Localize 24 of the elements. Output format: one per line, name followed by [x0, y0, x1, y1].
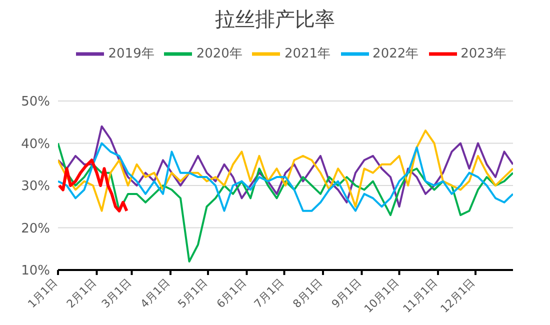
y-tick-label: 30% — [21, 179, 50, 194]
x-tick-label: 9月1日 — [329, 276, 364, 311]
y-tick-label: 50% — [21, 94, 50, 110]
legend-label: 2022年 — [372, 46, 419, 62]
y-tick-label: 40% — [21, 136, 50, 152]
line-series — [58, 142, 513, 263]
x-tick-label: 3月1日 — [99, 276, 134, 311]
legend-label: 2019年 — [108, 46, 154, 62]
x-tick-label: 11月1日 — [400, 276, 440, 316]
x-tick-label: 10月1日 — [362, 276, 402, 316]
x-tick-label: 2月1日 — [64, 276, 99, 311]
line-series — [58, 158, 128, 212]
y-tick-label: 20% — [21, 221, 50, 236]
legend-label: 2020年 — [196, 46, 242, 62]
legend-label: 2023年 — [460, 46, 507, 62]
x-tick-label: 5月1日 — [175, 276, 210, 311]
line-series — [58, 142, 513, 212]
chart-title: 拉丝排产比率 — [214, 6, 336, 33]
legend-label: 2021年 — [284, 46, 331, 62]
x-tick-label: 4月1日 — [138, 276, 173, 311]
x-tick-label: 6月1日 — [214, 276, 249, 311]
x-tick-label: 12月1日 — [438, 276, 478, 316]
x-tick-label: 7月1日 — [252, 276, 286, 311]
x-tick-label: 8月1日 — [290, 276, 326, 311]
